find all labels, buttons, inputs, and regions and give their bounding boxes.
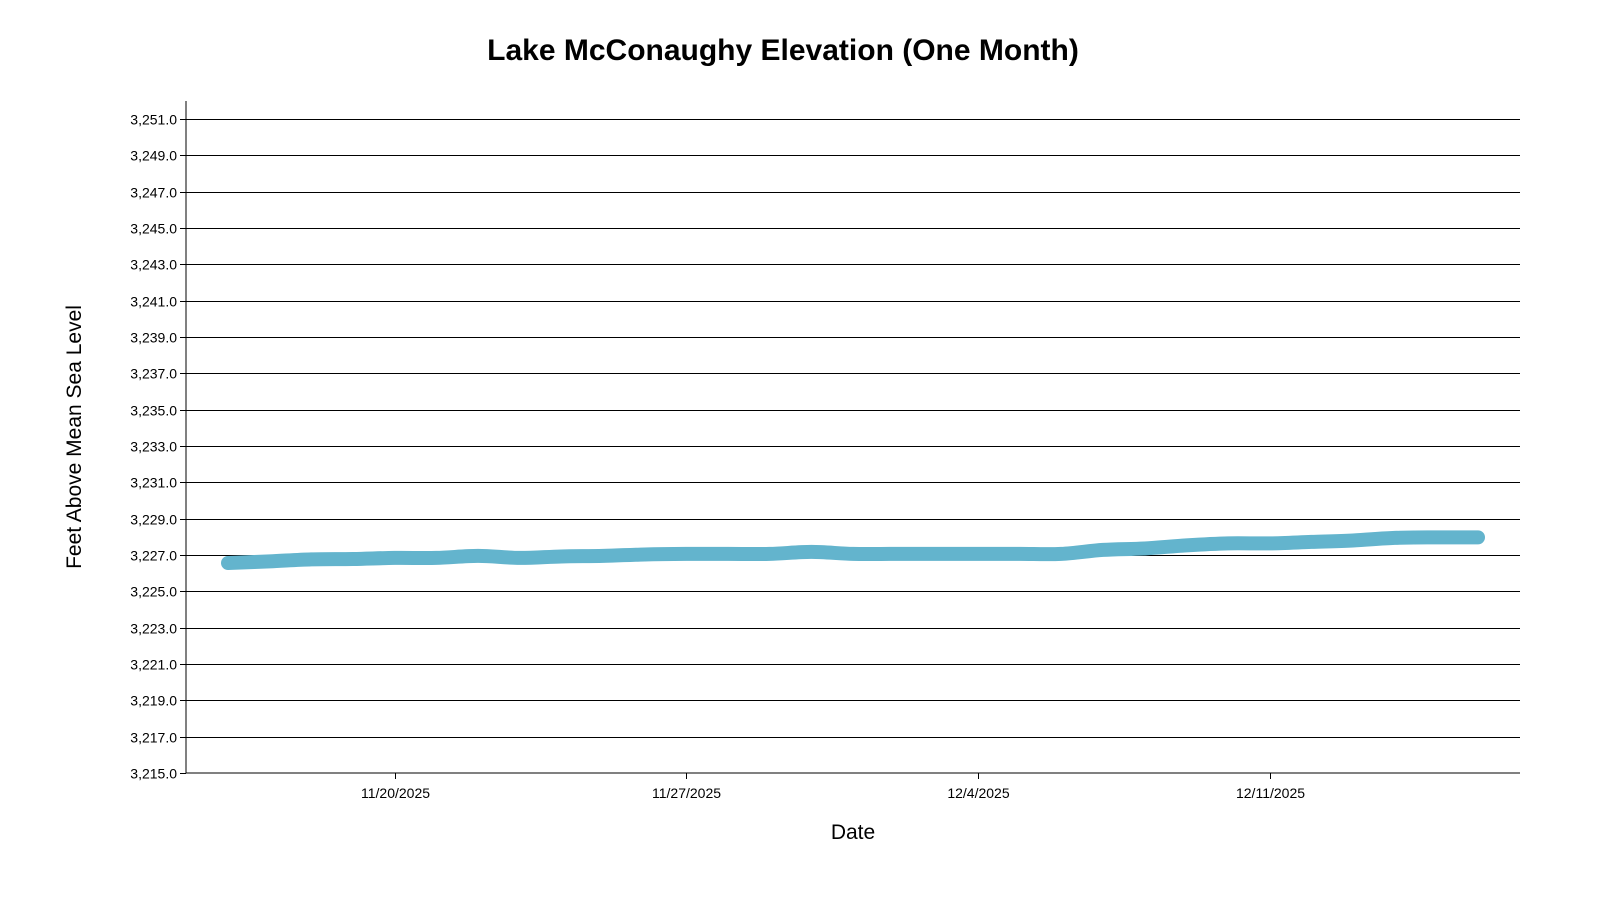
y-axis-label: Feet Above Mean Sea Level bbox=[63, 305, 86, 569]
y-tick-label: 3,247.0 bbox=[130, 185, 177, 201]
y-tick-label: 3,235.0 bbox=[130, 403, 177, 419]
y-tick-label: 3,245.0 bbox=[130, 221, 177, 237]
y-tick-label: 3,227.0 bbox=[130, 548, 177, 564]
y-tick-label: 3,221.0 bbox=[130, 657, 177, 673]
x-tick-label: 11/27/2025 bbox=[652, 785, 721, 801]
y-tick-label: 3,231.0 bbox=[130, 475, 177, 491]
y-tick-label: 3,241.0 bbox=[130, 294, 177, 310]
y-tick-label: 3,249.0 bbox=[130, 148, 177, 164]
x-axis-label: Date bbox=[831, 821, 875, 844]
y-tick-label: 3,251.0 bbox=[130, 112, 177, 128]
y-tick-label: 3,229.0 bbox=[130, 512, 177, 528]
y-tick-label: 3,225.0 bbox=[130, 584, 177, 600]
chart-title: Lake McConaughy Elevation (One Month) bbox=[487, 34, 1079, 67]
y-tick-label: 3,243.0 bbox=[130, 257, 177, 273]
x-axis: 11/20/2025 11/27/2025 12/4/2025 12/11/2025 bbox=[186, 773, 1520, 801]
y-tick-label: 3,215.0 bbox=[130, 766, 177, 782]
y-tick-label: 3,223.0 bbox=[130, 621, 177, 637]
y-tick-label: 3,219.0 bbox=[130, 693, 177, 709]
y-tick-label: 3,237.0 bbox=[130, 366, 177, 382]
elevation-line bbox=[228, 537, 1478, 563]
x-tick-label: 11/20/2025 bbox=[361, 785, 430, 801]
y-axis: 3,215.0 3,217.0 3,219.0 3,221.0 3,223.0 3,225… bbox=[130, 101, 186, 782]
gridlines bbox=[186, 120, 1520, 738]
x-tick-label: 12/11/2025 bbox=[1236, 785, 1305, 801]
series bbox=[228, 537, 1478, 563]
y-tick-label: 3,217.0 bbox=[130, 730, 177, 746]
x-tick-label: 12/4/2025 bbox=[947, 785, 1009, 801]
y-tick-label: 3,233.0 bbox=[130, 439, 177, 455]
y-tick-label: 3,239.0 bbox=[130, 330, 177, 346]
